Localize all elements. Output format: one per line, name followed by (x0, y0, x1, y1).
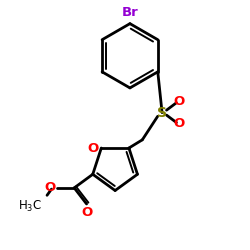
Text: O: O (174, 95, 185, 108)
Text: S: S (157, 106, 167, 120)
Text: O: O (81, 206, 92, 220)
Text: O: O (44, 182, 56, 194)
Text: O: O (88, 142, 99, 154)
Text: Br: Br (122, 6, 138, 19)
Text: O: O (174, 117, 185, 130)
Text: H$_3$C: H$_3$C (18, 199, 42, 214)
